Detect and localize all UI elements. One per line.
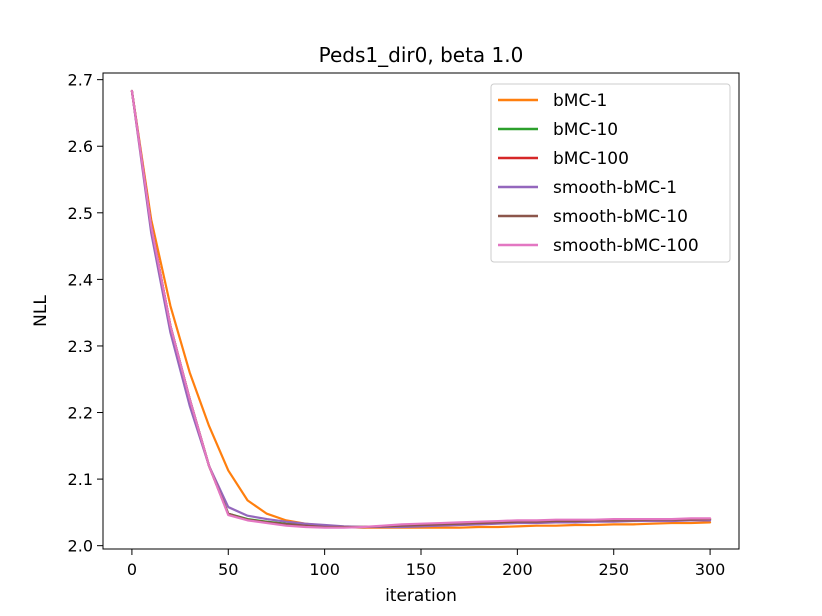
legend-label: smooth-bMC-10 (553, 207, 688, 227)
series-line-smooth-bmc-100 (130, 89, 712, 529)
legend-label: bMC-10 (553, 120, 618, 140)
y-tick-label: 2.6 (68, 137, 93, 156)
series-line-smooth-bmc-1 (130, 89, 712, 529)
chart-title: Peds1_dir0, beta 1.0 (319, 43, 524, 67)
x-tick-label: 250 (598, 560, 629, 579)
y-tick-label: 2.4 (68, 270, 93, 289)
legend-label: bMC-1 (553, 91, 607, 111)
y-tick-label: 2.7 (68, 71, 93, 90)
legend-label: smooth-bMC-1 (553, 178, 677, 198)
y-tick-label: 2.0 (68, 537, 93, 556)
legend: bMC-1 bMC-10 bMC-100 smooth-bMC-1 smooth-bMC… (490, 83, 731, 263)
x-tick-label: 300 (695, 560, 726, 579)
legend-entries: bMC-1 bMC-10 bMC-100 smooth-bMC-1 smooth-bMC… (498, 91, 699, 256)
x-axis-ticks: 0 50 100 150 200 250 300 (127, 549, 726, 579)
legend-box (490, 83, 731, 263)
series-lines (130, 89, 712, 529)
y-tick-label: 2.3 (68, 337, 93, 356)
x-axis-label: iteration (385, 586, 457, 606)
y-axis-ticks: 2.0 2.1 2.2 2.3 2.4 2.5 2.6 2.7 (68, 71, 103, 556)
legend-label: bMC-100 (553, 149, 629, 169)
x-tick-label: 50 (218, 560, 238, 579)
y-axis-label: NLL (31, 295, 51, 327)
y-tick-label: 2.2 (68, 404, 93, 423)
x-tick-label: 150 (406, 560, 437, 579)
x-tick-label: 200 (502, 560, 533, 579)
x-tick-label: 100 (309, 560, 340, 579)
y-tick-label: 2.5 (68, 204, 93, 223)
legend-label: smooth-bMC-100 (553, 236, 699, 256)
y-tick-label: 2.1 (68, 470, 93, 489)
series-line-bmc-1 (130, 89, 712, 529)
x-tick-label: 0 (127, 560, 137, 579)
